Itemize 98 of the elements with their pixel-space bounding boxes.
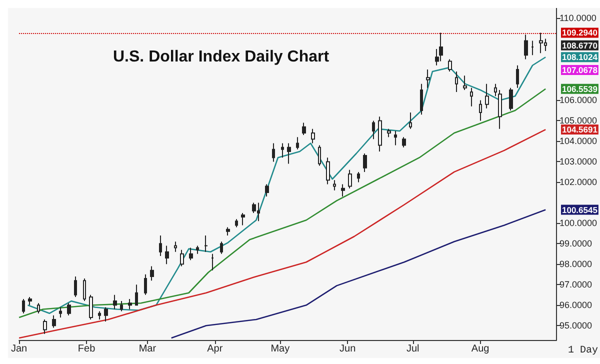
data-label: 100.6545	[562, 204, 598, 215]
candlestick	[59, 306, 62, 318]
candlestick	[387, 128, 391, 138]
candlestick	[494, 83, 497, 97]
candlestick	[296, 136, 299, 150]
y-tick-label: 95.0000	[559, 320, 592, 331]
candlestick	[498, 89, 502, 130]
candlestick	[509, 87, 513, 111]
candlestick	[265, 184, 269, 198]
data-label: 108.1024	[562, 52, 598, 62]
y-tick-label: 98.0000	[559, 259, 592, 270]
candlestick	[516, 64, 519, 88]
candlestick	[226, 226, 230, 236]
text: 107.0678	[562, 65, 598, 75]
candlestick	[409, 112, 412, 130]
candlestick	[531, 40, 534, 56]
y-tick-label: 103.0000	[559, 156, 598, 167]
candlestick	[128, 298, 132, 310]
line-series	[170, 209, 546, 339]
candlestick	[394, 130, 397, 146]
y-tick-label: 97.0000	[559, 280, 592, 290]
candlestick	[426, 68, 430, 88]
candlestick	[22, 298, 25, 314]
x-tick-label: Jul	[406, 344, 420, 354]
candlestick	[485, 83, 489, 109]
candlestick	[402, 136, 406, 148]
candlestick	[524, 34, 528, 60]
candlestick	[144, 274, 147, 296]
candlestick	[420, 83, 423, 116]
y-tick-label: 106.0000	[559, 95, 598, 106]
y-tick-label: 105.0000	[559, 116, 598, 126]
candlestick	[180, 249, 184, 267]
candlestick	[74, 276, 77, 298]
candlestick	[120, 300, 123, 312]
candlestick	[539, 32, 543, 54]
candlestick	[37, 302, 40, 314]
y-tick-label: 96.0000	[559, 300, 592, 310]
candlestick	[174, 241, 177, 252]
x-tick-label: Jan	[11, 344, 28, 354]
candlestick	[463, 75, 467, 90]
ref-line-label: 109.2940	[562, 28, 598, 38]
candlestick	[272, 142, 275, 162]
candlestick	[52, 314, 56, 328]
data-label: 106.5539	[562, 84, 598, 94]
candlestick	[89, 294, 93, 320]
x-tick-label: Aug	[471, 344, 490, 354]
x-tick-label: Feb	[78, 344, 96, 354]
text: U.S. Dollar Index Daily Chart	[113, 48, 330, 66]
text: 1 Day	[568, 346, 598, 356]
candlestick	[357, 171, 360, 183]
candlestick	[135, 284, 138, 306]
candlestick	[98, 310, 101, 320]
x-tick-label: Apr	[207, 344, 224, 354]
candlestick	[220, 241, 223, 254]
candlestick	[479, 100, 482, 122]
candlestick	[372, 120, 375, 140]
candlestick	[241, 212, 245, 226]
candlestick	[448, 58, 452, 72]
candlestick	[159, 234, 162, 256]
y-tick-label: 110.0000	[559, 13, 596, 24]
candlestick	[204, 234, 208, 252]
candlestick	[470, 87, 473, 107]
y-tick-label: 104.0000	[559, 136, 598, 146]
candlestick	[439, 32, 443, 62]
candlestick	[363, 153, 367, 172]
x-tick-label: May	[270, 344, 290, 354]
data-label: 104.5691	[562, 124, 598, 135]
candlestick	[302, 122, 306, 136]
candlestick	[333, 180, 336, 191]
candlestick	[311, 128, 315, 144]
candlestick	[165, 245, 169, 265]
candlestick	[378, 116, 382, 152]
text: 108.6770	[562, 40, 598, 50]
y-tick-label: 100.0000	[559, 218, 598, 228]
candlestick	[67, 302, 71, 316]
candlestick	[348, 169, 352, 189]
candlestick	[318, 144, 321, 166]
candlestick	[341, 184, 345, 198]
candlestick	[287, 142, 291, 164]
candlestick	[43, 319, 47, 334]
candlestick	[83, 278, 86, 302]
candlestick	[281, 142, 284, 158]
line-series	[18, 128, 546, 339]
candlestick	[455, 71, 458, 93]
candlestick	[196, 245, 199, 254]
candlestick	[189, 247, 193, 261]
x-tick-label: Mar	[138, 344, 157, 354]
candlestick	[150, 266, 154, 282]
y-tick-label: 99.0000	[559, 238, 592, 249]
line-series	[18, 88, 546, 318]
candlestick	[104, 306, 108, 322]
candlestick	[326, 157, 330, 185]
x-tick-label: Jun	[340, 344, 356, 354]
y-tick-label: 102.0000	[559, 177, 598, 188]
candlestick	[113, 294, 117, 310]
candlestick	[28, 296, 32, 306]
candlestick	[211, 253, 214, 271]
candlestick	[235, 218, 238, 228]
